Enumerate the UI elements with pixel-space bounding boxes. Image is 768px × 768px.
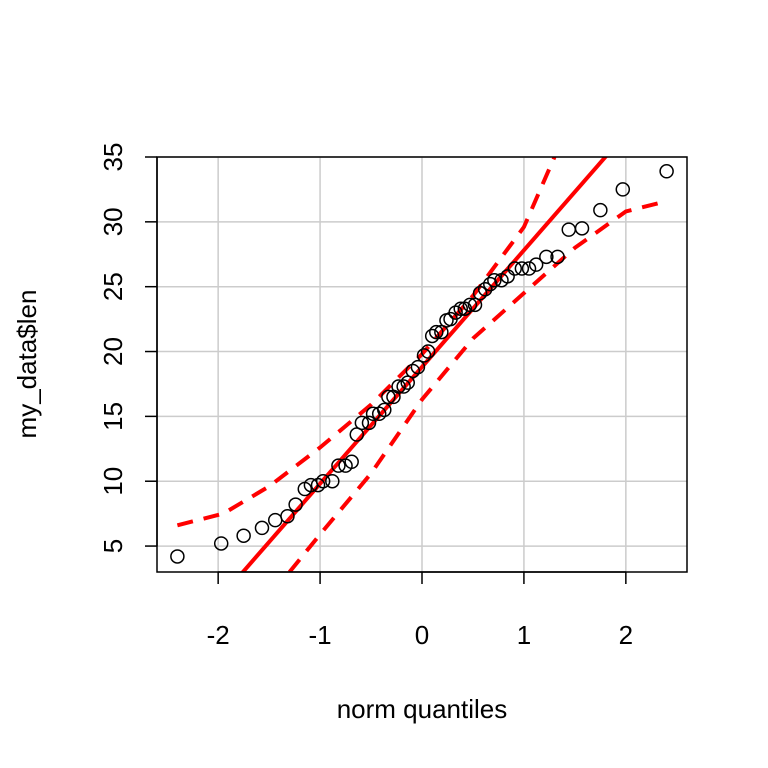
- x-tick-label: -1: [309, 620, 332, 650]
- data-point: [354, 415, 370, 431]
- data-point: [416, 348, 432, 363]
- data-point: [593, 202, 608, 218]
- data-point: [377, 402, 392, 418]
- data-point: [267, 512, 283, 528]
- data-point: [361, 415, 377, 431]
- y-tick-label: 20: [98, 337, 128, 366]
- data-point: [405, 363, 421, 379]
- data-point: [288, 497, 303, 512]
- y-tick-label: 30: [98, 207, 128, 236]
- data-point: [236, 528, 251, 543]
- y-tick-label: 15: [98, 402, 128, 431]
- data-point: [550, 249, 565, 265]
- data-point: [487, 272, 502, 288]
- data-point: [539, 249, 554, 265]
- data-point: [561, 222, 577, 237]
- reference-line-group: [240, 157, 609, 572]
- x-axis: -2 -1 0 1 2: [207, 571, 633, 650]
- data-point: [472, 285, 488, 301]
- data-point: [344, 454, 359, 470]
- data-point: [453, 301, 468, 316]
- data-point: [310, 477, 326, 493]
- data-point: [615, 182, 631, 197]
- y-tick-label: 5: [98, 539, 128, 553]
- data-point: [349, 427, 365, 442]
- data-point: [391, 379, 406, 394]
- reference-line: [240, 157, 609, 572]
- data-point: [467, 297, 483, 313]
- data-point: [457, 301, 473, 316]
- data-point: [521, 261, 537, 276]
- band-lower: [287, 199, 668, 572]
- data-point: [410, 359, 426, 375]
- data-point: [528, 257, 544, 272]
- data-points: [170, 164, 674, 564]
- x-tick-label: 2: [619, 620, 633, 650]
- y-tick-label: 10: [98, 467, 128, 496]
- data-point: [477, 282, 493, 297]
- data-point: [420, 344, 436, 359]
- x-tick-label: 1: [517, 620, 531, 650]
- data-point: [371, 406, 387, 422]
- band-upper: [176, 157, 557, 528]
- data-point: [400, 375, 415, 390]
- x-axis-label: norm quantiles: [337, 694, 508, 724]
- data-point: [574, 221, 590, 236]
- data-point: [424, 328, 440, 344]
- data-point: [381, 389, 396, 405]
- data-point: [396, 379, 411, 394]
- data-point: [315, 473, 331, 489]
- x-tick-label: -2: [207, 620, 230, 650]
- y-tick-label: 35: [98, 143, 128, 172]
- data-point: [429, 324, 444, 340]
- x-tick-label: 0: [415, 620, 429, 650]
- data-point: [170, 549, 185, 564]
- data-point: [434, 324, 449, 340]
- confidence-band: [176, 157, 668, 572]
- data-point: [462, 297, 478, 313]
- data-point: [325, 473, 340, 489]
- data-point: [514, 261, 530, 276]
- data-point: [280, 508, 295, 524]
- data-point: [213, 536, 229, 551]
- y-tick-label: 25: [98, 272, 128, 301]
- data-point: [254, 520, 270, 536]
- y-axis-label: my_data$len: [12, 290, 42, 439]
- data-point: [448, 305, 463, 320]
- y-axis: 5 10 15 20 25 30 35: [98, 143, 158, 553]
- data-point: [331, 458, 346, 473]
- data-point: [507, 261, 522, 276]
- data-point: [659, 164, 674, 179]
